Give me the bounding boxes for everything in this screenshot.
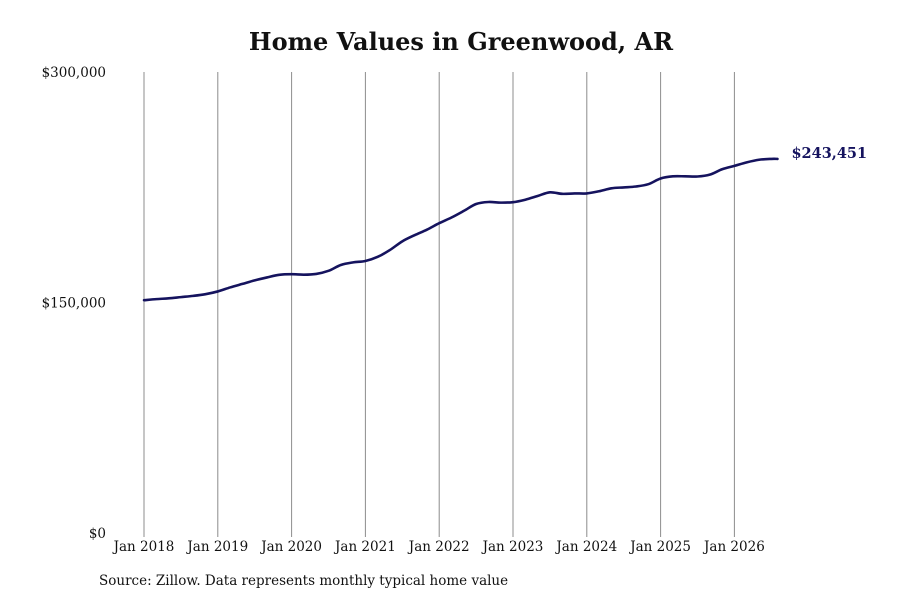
y-tick-label-0: $0	[89, 526, 106, 542]
vertical-gridlines	[143, 72, 735, 537]
y-tick-label-1: $150,000	[42, 296, 106, 312]
x-tick-label-1: Jan 2019	[185, 539, 248, 555]
x-tick-label-7: Jan 2025	[628, 539, 691, 555]
x-tick-label-0: Jan 2018	[112, 539, 175, 555]
end-value-label: $243,451	[791, 145, 867, 162]
x-tick-label-4: Jan 2022	[407, 539, 470, 555]
series-line-0	[142, 157, 779, 302]
y-axis-ticks: $0 $150,000 $300,000	[42, 65, 106, 542]
y-tick-label-2: $300,000	[42, 65, 106, 81]
x-tick-label-3: Jan 2021	[333, 539, 396, 555]
x-tick-label-6: Jan 2024	[554, 539, 617, 555]
source-note: Source: Zillow. Data represents monthly …	[99, 573, 509, 589]
x-tick-label-8: Jan 2026	[702, 539, 765, 555]
x-tick-label-2: Jan 2020	[259, 539, 322, 555]
chart-title: Home Values in Greenwood, AR	[248, 27, 674, 56]
series-layer	[142, 157, 779, 302]
x-axis-ticks: Jan 2018 Jan 2019 Jan 2020 Jan 2021 Jan 2022…	[112, 539, 765, 555]
x-tick-label-5: Jan 2023	[481, 539, 544, 555]
